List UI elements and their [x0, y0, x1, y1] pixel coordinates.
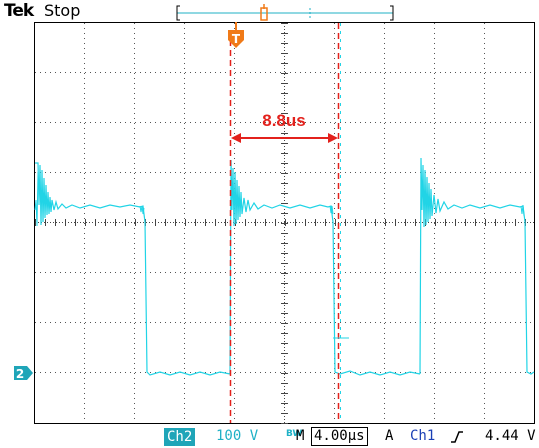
- volts-per-div: 100 V: [216, 428, 259, 444]
- time-cursors: [229, 23, 340, 423]
- graticule-center-axes: [35, 23, 534, 424]
- svg-text:T: T: [232, 32, 241, 46]
- trigger-source: Ch1: [410, 428, 436, 444]
- timebase-value[interactable]: 4.00µs: [311, 427, 368, 446]
- trigger-position-marker: T: [228, 22, 244, 48]
- measurement-label: 8.8us: [262, 111, 305, 130]
- trigger-mode: A: [385, 428, 394, 444]
- brand-logo: Tek: [4, 1, 34, 21]
- rising-edge-icon: [450, 429, 464, 448]
- settings-bar: Ch2 100 V BW M 4.00µs A Ch1 4.44 V: [0, 426, 539, 446]
- ch2-waveform: [34, 157, 535, 376]
- record-position-bar: [176, 4, 394, 21]
- channel-badge[interactable]: Ch2: [164, 428, 196, 446]
- measurement-arrow: [231, 133, 338, 143]
- bandwidth-limit-icon: BW: [286, 429, 303, 439]
- status-bar: Tek Stop: [0, 0, 539, 22]
- acquisition-status: Stop: [44, 1, 81, 20]
- timebase-prefix: M: [296, 428, 305, 444]
- trigger-level: 4.44 V: [485, 428, 536, 444]
- ch2-ground-marker: 2: [14, 366, 33, 381]
- svg-text:2: 2: [16, 367, 24, 381]
